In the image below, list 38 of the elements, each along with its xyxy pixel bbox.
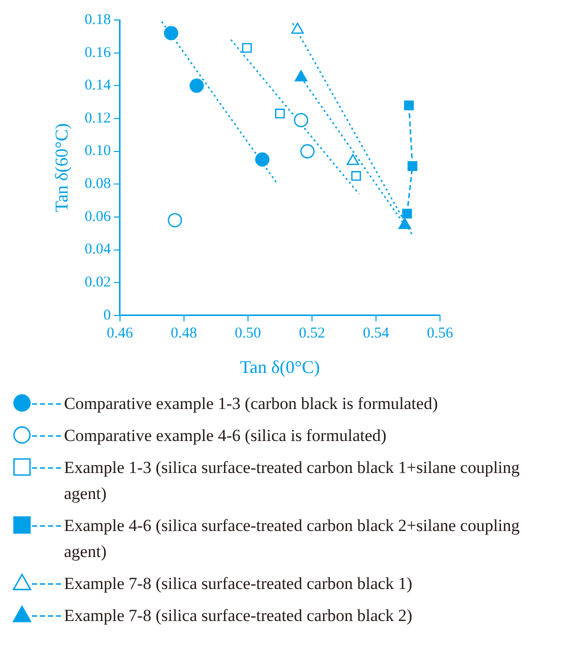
x-tick-label: 0.46 <box>106 325 134 342</box>
point <box>404 100 414 110</box>
point <box>294 70 308 82</box>
legend-label: Comparative example 4-6 (silica is formulated) <box>64 425 386 447</box>
point <box>300 144 315 158</box>
point <box>255 152 270 167</box>
y-tick-label: 0.14 <box>84 78 112 94</box>
x-tick-label: 0.50 <box>234 325 262 342</box>
legend-label: Example 7-8 (silica surface-treated carbon black 1) <box>64 573 412 595</box>
x-axis-title: Tan δ(0°C) <box>240 356 320 377</box>
point <box>168 213 182 228</box>
y-axis-title: Tan δ(60°C) <box>52 123 72 212</box>
x-tick-label: 0.54 <box>362 325 390 342</box>
point <box>408 161 418 171</box>
x-tick-label: 0.48 <box>170 325 198 342</box>
point <box>402 208 412 219</box>
point <box>242 43 252 53</box>
point <box>164 26 178 40</box>
point <box>275 108 285 118</box>
legend-label: Example 1-3 (silica surface-treated carbon black 1+silane coupling agent) <box>64 457 521 505</box>
y-tick-label: 0.18 <box>84 12 111 28</box>
y-tick-label: 0.08 <box>84 176 111 192</box>
x-tick-label: 0.56 <box>426 325 454 342</box>
x-tick-label: 0.52 <box>298 325 326 342</box>
y-tick-label: 0 <box>103 307 111 324</box>
point <box>291 22 304 34</box>
point <box>351 171 362 181</box>
y-tick-label: 0.04 <box>84 242 112 258</box>
legend-label: Example 4-6 (silica surface-treated carbon black 2+silane coupling agent) <box>64 515 521 563</box>
legend-label: Example 7-8 (silica surface-treated carbon black 2) <box>64 605 412 627</box>
point <box>190 78 204 93</box>
y-tick-label: 0.10 <box>84 143 111 160</box>
y-tick-label: 0.06 <box>84 208 112 225</box>
point <box>294 112 308 128</box>
y-tick-label: 0.16 <box>84 44 112 61</box>
y-tick-label: 0.02 <box>84 274 111 291</box>
y-tick-label: 0.12 <box>84 110 111 126</box>
legend-label: Comparative example 1-3 (carbon black is formulated) <box>64 393 438 415</box>
